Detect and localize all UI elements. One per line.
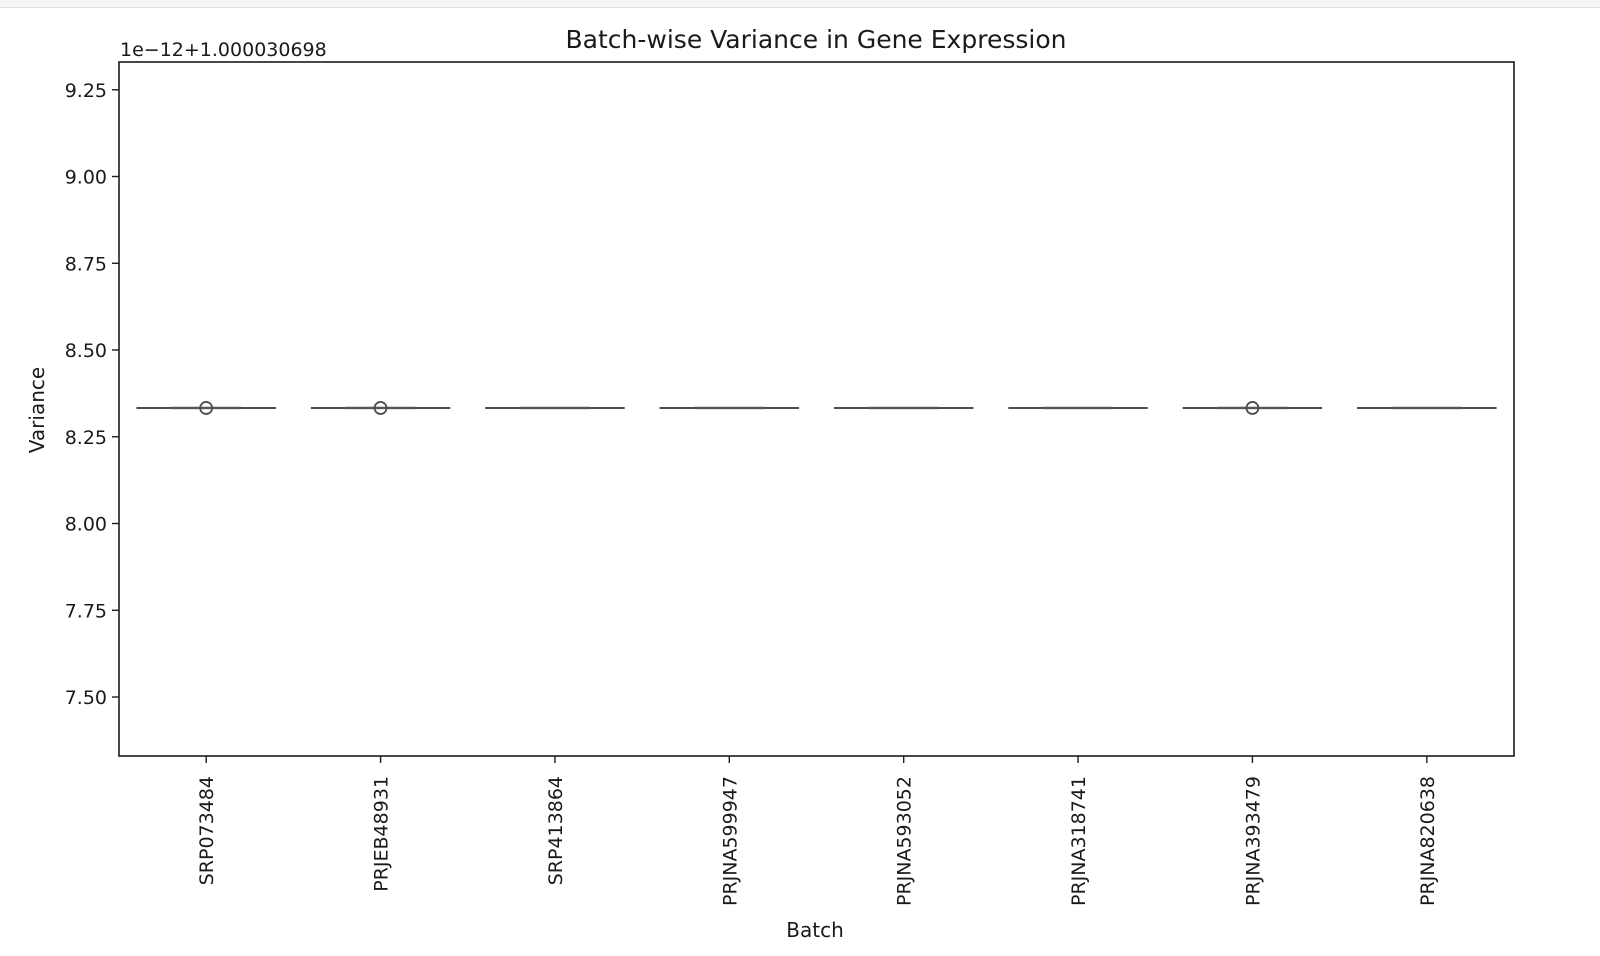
- y-tick-label: 9.00: [65, 167, 107, 189]
- y-axis-ticks: 7.50 7.75 8.00 8.25 8.50 8.75 9.00 9.25: [65, 80, 119, 709]
- box-PRJNA593052: [833, 406, 974, 410]
- outlier-point: [373, 401, 388, 415]
- box-PRJNA820638: [1357, 406, 1497, 410]
- plot-area-frame: [118, 61, 1515, 757]
- y-tick-label: 7.75: [65, 600, 107, 622]
- box-SRP073484: [136, 401, 276, 415]
- y-tick-label: 8.50: [65, 340, 107, 362]
- y-tick-label: 8.00: [65, 514, 107, 536]
- x-tick-label: PRJNA820638: [1417, 776, 1439, 906]
- x-tick-label: PRJNA393479: [1242, 776, 1264, 906]
- x-axis-ticks: SRP073484 PRJEB48931 SRP413864 PRJNA599947 P…: [196, 756, 1439, 906]
- y-axis-label: Variance: [25, 367, 49, 453]
- outlier-point: [1245, 401, 1260, 415]
- x-tick-label: SRP073484: [196, 776, 218, 885]
- box-PRJEB48931: [310, 401, 451, 415]
- x-tick-label: PRJNA593052: [894, 776, 916, 906]
- x-tick-label: PRJEB48931: [371, 776, 393, 892]
- notebook-toolbar-strip: [0, 0, 1600, 8]
- box-SRP413864: [485, 406, 625, 410]
- chart-title: Batch-wise Variance in Gene Expression: [566, 25, 1067, 54]
- y-tick-label: 7.50: [65, 687, 107, 709]
- box-PRJNA393479: [1182, 401, 1323, 415]
- x-axis-label: Batch: [786, 918, 844, 942]
- x-tick-label: PRJNA318741: [1068, 776, 1090, 906]
- y-axis-offset-label: 1e−12+1.000030698: [120, 39, 327, 61]
- x-tick-label: PRJNA599947: [719, 776, 741, 906]
- y-tick-label: 8.25: [65, 427, 107, 449]
- box-PRJNA599947: [659, 406, 800, 410]
- y-tick-label: 8.75: [65, 253, 107, 275]
- box-series: [136, 401, 1497, 415]
- box-PRJNA318741: [1008, 406, 1148, 410]
- outlier-point: [199, 401, 214, 415]
- y-tick-label: 9.25: [65, 80, 107, 102]
- x-tick-label: SRP413864: [545, 776, 567, 885]
